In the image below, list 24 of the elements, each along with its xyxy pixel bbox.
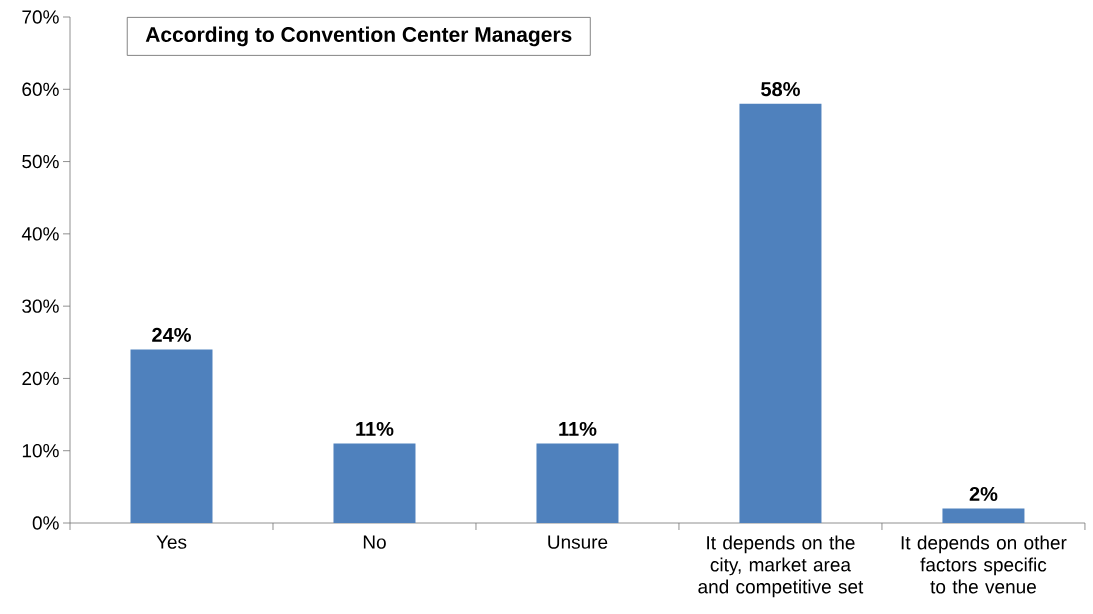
y-tick-label: 30% (22, 299, 59, 313)
data-label: 58% (761, 82, 800, 97)
y-tick-label: 60% (22, 82, 59, 97)
y-tick-label: 0% (32, 516, 59, 530)
data-label: 2% (969, 486, 998, 502)
y-tick-label: 50% (22, 154, 59, 169)
x-tick-label: Unsure (548, 535, 608, 549)
y-tick-label: 70% (22, 10, 59, 24)
x-tick-label: Yes (156, 535, 187, 549)
data-label: 11% (559, 421, 597, 436)
bar (942, 508, 1025, 523)
data-label: 11% (356, 421, 394, 436)
data-label: 24% (152, 327, 191, 342)
x-tick-label: No (363, 535, 386, 549)
bar (130, 349, 213, 523)
y-tick-label: 10% (22, 443, 59, 458)
bar (739, 103, 822, 523)
y-tick-label: 20% (22, 371, 59, 386)
y-tick-label: 40% (21, 227, 59, 241)
chart-title: According to Convention Center Managers (145, 26, 572, 47)
x-tick-label: It depends on the city, market area and competitive set (698, 535, 864, 598)
bar (536, 443, 619, 523)
bar (333, 443, 416, 523)
x-tick-label: It depends on other factors specific to the venue (901, 535, 1067, 594)
